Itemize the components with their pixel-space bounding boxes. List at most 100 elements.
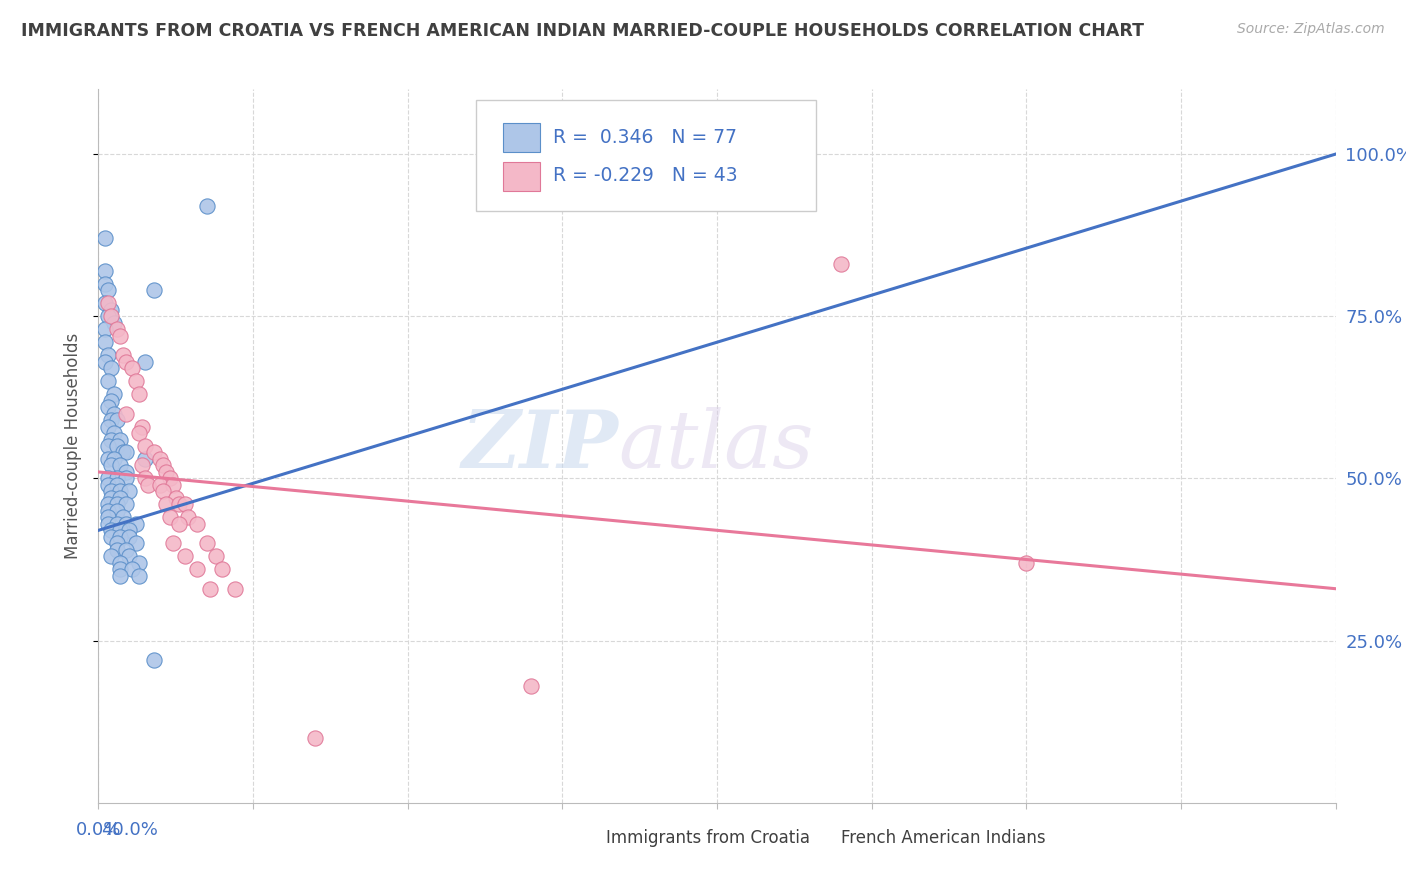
Point bbox=[105, 536, 128, 550]
Point bbox=[195, 536, 218, 550]
Point bbox=[830, 257, 852, 271]
Point bbox=[167, 516, 190, 531]
Point bbox=[93, 277, 115, 291]
Point bbox=[149, 452, 172, 467]
Point bbox=[143, 283, 166, 297]
Point bbox=[195, 199, 218, 213]
Point bbox=[100, 361, 122, 376]
Point bbox=[205, 549, 228, 564]
Point bbox=[152, 484, 174, 499]
Point bbox=[105, 504, 128, 518]
Point bbox=[162, 478, 184, 492]
Point bbox=[100, 549, 122, 564]
Point bbox=[97, 452, 120, 467]
Point bbox=[115, 542, 138, 557]
Point bbox=[97, 471, 120, 485]
Point bbox=[128, 387, 150, 401]
Point bbox=[128, 556, 150, 570]
Text: ZIP: ZIP bbox=[461, 408, 619, 484]
Point bbox=[105, 439, 128, 453]
Point bbox=[124, 516, 146, 531]
Text: 40.0%: 40.0% bbox=[101, 821, 157, 838]
FancyBboxPatch shape bbox=[475, 100, 815, 211]
Point bbox=[121, 361, 143, 376]
Point bbox=[124, 536, 146, 550]
Point bbox=[97, 400, 120, 414]
Point bbox=[105, 322, 128, 336]
Point bbox=[97, 478, 120, 492]
Point bbox=[149, 478, 172, 492]
Point bbox=[162, 536, 184, 550]
Point bbox=[128, 568, 150, 582]
FancyBboxPatch shape bbox=[804, 828, 831, 849]
Point bbox=[155, 497, 177, 511]
Text: IMMIGRANTS FROM CROATIA VS FRENCH AMERICAN INDIAN MARRIED-COUPLE HOUSEHOLDS CORR: IMMIGRANTS FROM CROATIA VS FRENCH AMERIC… bbox=[21, 22, 1144, 40]
FancyBboxPatch shape bbox=[568, 828, 596, 849]
Point bbox=[118, 524, 141, 538]
Point bbox=[108, 568, 131, 582]
Point bbox=[105, 497, 128, 511]
Point bbox=[143, 445, 166, 459]
Point bbox=[105, 478, 128, 492]
Point bbox=[103, 452, 125, 467]
Point bbox=[100, 310, 122, 324]
Point bbox=[103, 387, 125, 401]
Point bbox=[93, 264, 115, 278]
Point bbox=[97, 348, 120, 362]
Point bbox=[112, 510, 135, 524]
Point bbox=[115, 407, 138, 421]
Point bbox=[118, 530, 141, 544]
Point bbox=[108, 562, 131, 576]
Point bbox=[152, 458, 174, 473]
Point bbox=[118, 549, 141, 564]
Point bbox=[105, 471, 128, 485]
Point bbox=[97, 439, 120, 453]
Point bbox=[134, 354, 156, 368]
Point bbox=[97, 504, 120, 518]
Point bbox=[115, 354, 138, 368]
Point bbox=[167, 497, 190, 511]
Point bbox=[97, 497, 120, 511]
Point bbox=[100, 413, 122, 427]
Point bbox=[97, 510, 120, 524]
FancyBboxPatch shape bbox=[503, 123, 540, 152]
Point bbox=[97, 283, 120, 297]
Point bbox=[112, 445, 135, 459]
Point bbox=[177, 510, 200, 524]
Point bbox=[174, 497, 197, 511]
Text: R =  0.346   N = 77: R = 0.346 N = 77 bbox=[553, 128, 737, 146]
Point bbox=[100, 393, 122, 408]
Point bbox=[108, 328, 131, 343]
Point bbox=[93, 231, 115, 245]
Point bbox=[108, 491, 131, 505]
Point bbox=[100, 524, 122, 538]
Point bbox=[105, 516, 128, 531]
Point bbox=[103, 425, 125, 440]
Point bbox=[105, 542, 128, 557]
Point bbox=[100, 491, 122, 505]
Point bbox=[97, 310, 120, 324]
Point bbox=[108, 433, 131, 447]
Point bbox=[115, 516, 138, 531]
Text: atlas: atlas bbox=[619, 408, 814, 484]
Text: Source: ZipAtlas.com: Source: ZipAtlas.com bbox=[1237, 22, 1385, 37]
Point bbox=[100, 302, 122, 317]
Point bbox=[97, 516, 120, 531]
Point bbox=[131, 419, 153, 434]
Point bbox=[115, 471, 138, 485]
Point bbox=[118, 484, 141, 499]
Point bbox=[108, 458, 131, 473]
Point bbox=[134, 452, 156, 467]
Point bbox=[198, 582, 221, 596]
Point bbox=[93, 322, 115, 336]
Point bbox=[165, 491, 187, 505]
Text: French American Indians: French American Indians bbox=[841, 830, 1046, 847]
Point bbox=[186, 516, 208, 531]
Point bbox=[128, 425, 150, 440]
Point bbox=[93, 354, 115, 368]
Point bbox=[121, 562, 143, 576]
Point bbox=[1015, 556, 1038, 570]
Y-axis label: Married-couple Households: Married-couple Households bbox=[65, 333, 83, 559]
Point bbox=[224, 582, 246, 596]
Point bbox=[100, 458, 122, 473]
